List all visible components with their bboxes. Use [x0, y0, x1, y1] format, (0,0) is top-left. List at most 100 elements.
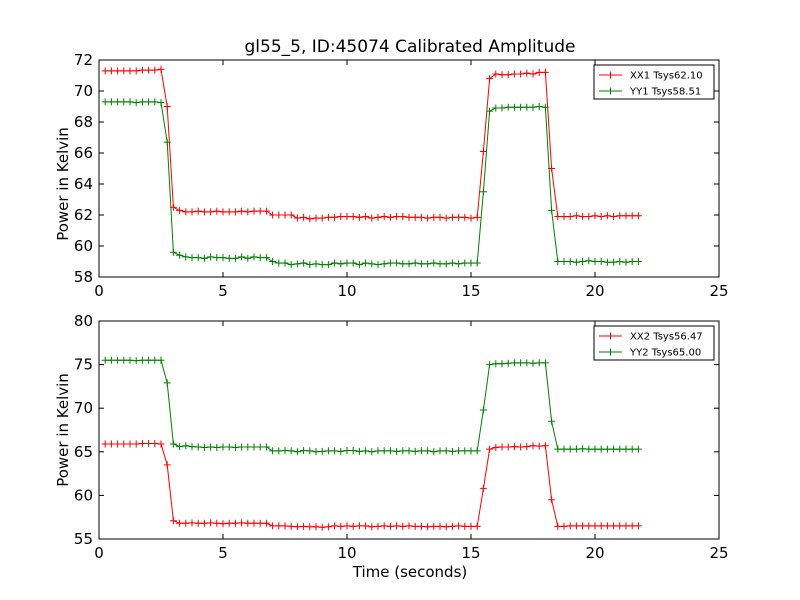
- data-point: [430, 213, 438, 221]
- data-point: [498, 71, 506, 79]
- data-point: [238, 207, 246, 215]
- data-point: [548, 206, 556, 214]
- data-point: [492, 443, 500, 451]
- data-point: [169, 440, 177, 448]
- data-point: [182, 519, 190, 527]
- data-point: [554, 213, 562, 221]
- data-point: [188, 519, 196, 527]
- data-point: [114, 67, 122, 75]
- data-point: [498, 104, 506, 112]
- data-point: [393, 213, 401, 221]
- data-point: [579, 445, 587, 453]
- data-point: [287, 447, 295, 455]
- data-point: [535, 359, 543, 367]
- data-point: [151, 98, 159, 106]
- data-point: [138, 356, 146, 364]
- data-point: [461, 447, 469, 455]
- legend: XX1 Tsys62.10 YY1 Tsys58.51: [593, 64, 715, 100]
- data-point: [337, 447, 345, 455]
- data-point: [368, 448, 376, 456]
- data-point: [219, 254, 227, 262]
- data-point: [126, 98, 134, 106]
- data-point: [380, 522, 388, 530]
- data-point: [634, 522, 642, 530]
- data-point: [219, 520, 227, 528]
- data-point: [355, 447, 363, 455]
- data-point: [281, 446, 289, 454]
- legend-marker: [607, 87, 614, 95]
- data-point: [504, 443, 512, 451]
- data-point: [281, 259, 289, 267]
- data-point: [250, 207, 258, 215]
- data-point: [256, 519, 264, 527]
- data-point: [411, 213, 419, 221]
- data-point: [585, 445, 593, 453]
- x-tick-label: 15: [461, 282, 480, 300]
- data-point: [610, 522, 618, 530]
- data-point: [250, 253, 258, 261]
- data-point: [114, 440, 122, 448]
- data-point: [628, 258, 636, 265]
- data-point: [231, 208, 239, 216]
- data-point: [269, 447, 277, 455]
- data-point: [231, 254, 239, 262]
- data-point: [442, 447, 450, 455]
- data-point: [448, 259, 456, 267]
- data-point: [610, 258, 618, 266]
- data-point: [176, 206, 184, 214]
- data-point: [132, 99, 140, 107]
- data-point: [120, 98, 128, 106]
- data-point: [244, 443, 252, 451]
- data-point: [479, 147, 487, 155]
- data-point: [393, 447, 401, 455]
- data-point: [386, 522, 394, 530]
- legend-entry: XX1 Tsys62.10: [630, 71, 703, 82]
- data-point: [300, 259, 308, 267]
- data-point: [250, 519, 258, 527]
- data-point: [157, 356, 165, 364]
- data-point: [225, 208, 233, 216]
- data-point: [349, 213, 357, 221]
- data-point: [349, 259, 357, 267]
- data-point: [194, 207, 202, 215]
- data-point: [306, 215, 314, 223]
- data-point: [324, 213, 332, 221]
- legend-entry: XX2 Tsys56.47: [630, 332, 703, 343]
- data-point: [572, 258, 580, 266]
- data-point: [560, 445, 568, 453]
- data-point: [461, 213, 469, 221]
- data-point: [473, 447, 481, 455]
- data-point: [572, 212, 580, 220]
- data-point: [362, 213, 370, 221]
- data-point: [566, 445, 574, 453]
- data-point: [523, 69, 531, 77]
- data-point: [448, 213, 456, 221]
- data-point: [628, 445, 636, 453]
- data-point: [517, 70, 525, 78]
- data-point: [467, 522, 475, 530]
- data-point: [492, 70, 500, 78]
- data-point: [337, 522, 345, 530]
- data-point: [616, 445, 624, 453]
- data-point: [529, 442, 537, 450]
- data-point: [405, 260, 413, 268]
- data-point: [479, 406, 487, 414]
- data-point: [138, 440, 146, 448]
- data-point: [176, 443, 184, 451]
- data-point: [293, 448, 301, 456]
- data-point: [219, 208, 227, 216]
- y-tick-label: 65: [74, 443, 93, 461]
- data-point: [281, 211, 289, 219]
- data-point: [554, 522, 562, 530]
- data-point: [473, 522, 481, 530]
- legend-entry: YY2 Tsys65.00: [629, 348, 701, 359]
- data-point: [157, 65, 165, 73]
- data-point: [517, 359, 525, 367]
- data-point: [157, 440, 165, 448]
- data-point: [120, 356, 128, 364]
- data-point: [169, 517, 177, 525]
- data-point: [603, 522, 611, 530]
- data-point: [461, 522, 469, 530]
- data-point: [331, 213, 339, 221]
- data-point: [393, 259, 401, 267]
